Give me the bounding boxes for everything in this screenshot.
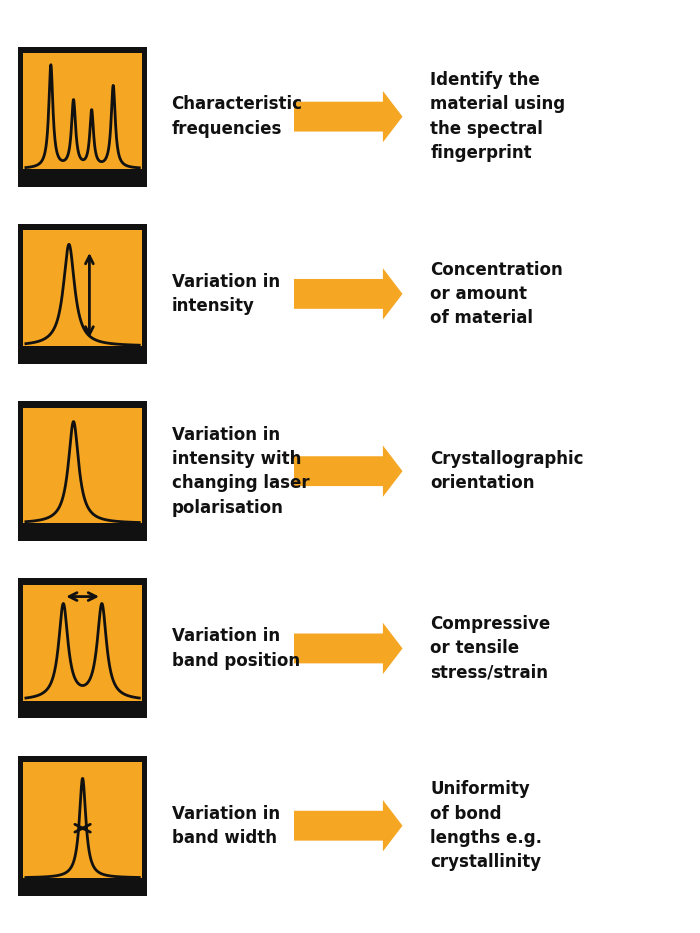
Bar [18,756,147,896]
Bar [23,523,142,535]
Bar [23,585,142,712]
FancyArrow shape [294,269,402,319]
FancyArrow shape [294,91,402,143]
Text: Variation in
intensity: Variation in intensity [172,272,279,315]
Text: Variation in
intensity with
changing laser
polarisation: Variation in intensity with changing las… [172,425,309,517]
Bar [18,224,147,364]
Bar [23,346,142,357]
Bar [23,701,142,712]
Bar [18,401,147,541]
Bar [23,762,142,889]
Text: Concentration
or amount
of material: Concentration or amount of material [430,260,564,327]
Text: Uniformity
of bond
lengths e.g.
crystallinity: Uniformity of bond lengths e.g. crystall… [430,780,542,871]
Bar [23,408,142,535]
Bar [23,169,142,180]
Bar [23,53,142,180]
FancyArrow shape [294,800,402,851]
Bar [23,230,142,357]
Text: Crystallographic
orientation: Crystallographic orientation [430,450,584,493]
Text: Characteristic
frequencies: Characteristic frequencies [172,95,302,138]
FancyArrow shape [294,446,402,496]
FancyArrow shape [294,623,402,674]
Text: Variation in
band width: Variation in band width [172,804,279,847]
Bar [23,878,142,889]
Bar [18,47,147,187]
Text: Compressive
or tensile
stress/strain: Compressive or tensile stress/strain [430,615,551,682]
Text: Variation in
band position: Variation in band position [172,627,300,670]
Text: Identify the
material using
the spectral
fingerprint: Identify the material using the spectral… [430,71,566,162]
Bar [18,578,147,718]
